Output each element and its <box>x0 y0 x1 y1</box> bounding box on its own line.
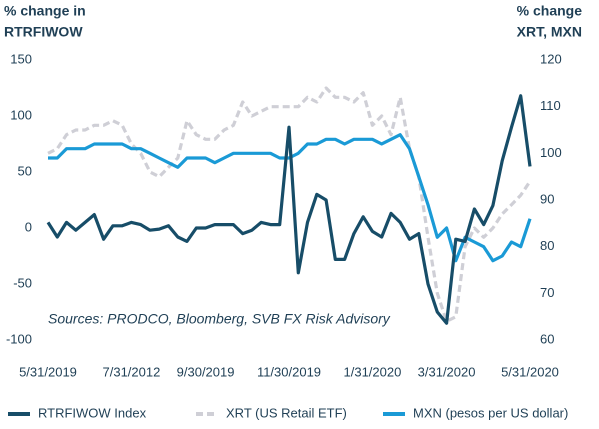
series-line <box>47 86 532 323</box>
legend-label: RTRFIWOW Index <box>38 405 147 420</box>
annotation: Sources: PRODCO, Bloomberg, SVB FX Risk … <box>48 311 391 327</box>
y-tick-label: -50 <box>13 275 32 290</box>
y2-tick-label: 60 <box>540 331 554 346</box>
legend-label: MXN (pesos per US dollar) <box>413 405 568 420</box>
x-tick-label: 7/31/2012 <box>103 364 161 379</box>
x-tick-label: 11/30/2019 <box>257 364 321 379</box>
y-tick-label: 0 <box>25 219 32 234</box>
x-tick-label: 5/31/2019 <box>19 364 77 379</box>
series-line <box>46 94 532 325</box>
y2-axis-title: % change <box>517 3 583 19</box>
y-axis-title: RTRFIWOW <box>4 24 83 40</box>
y2-tick-label: 120 <box>540 51 562 66</box>
y-axis-title: % change in <box>4 3 86 19</box>
y2-axis-title: XRT, MXN <box>517 24 582 40</box>
x-tick-label: 5/31/2020 <box>501 364 559 379</box>
y2-tick-label: 90 <box>540 191 554 206</box>
y-tick-label: 100 <box>10 107 32 122</box>
legend-label: XRT (US Retail ETF) <box>226 405 347 420</box>
x-tick-label: 1/31/2020 <box>344 364 402 379</box>
y2-tick-label: 70 <box>540 285 554 300</box>
x-tick-label: 9/30/2019 <box>177 364 235 379</box>
y2-tick-label: 110 <box>540 98 561 113</box>
x-tick-label: 3/31/2020 <box>418 364 476 379</box>
y2-tick-label: 80 <box>540 238 554 253</box>
y-tick-label: 150 <box>10 51 32 66</box>
series-line <box>48 133 532 263</box>
y-tick-label: 50 <box>18 163 32 178</box>
y-tick-label: -100 <box>6 331 32 346</box>
y2-tick-label: 100 <box>540 145 562 160</box>
